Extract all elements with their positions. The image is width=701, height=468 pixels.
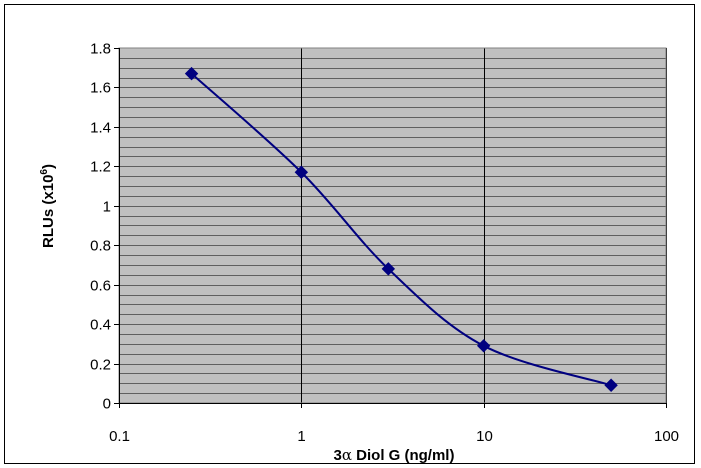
y-axis-title-superscript: 6 xyxy=(39,169,50,175)
x-axis-ticks: 0.1 1 10 100 xyxy=(109,403,679,445)
x-axis-title-suffix: Diol G (ng/ml) xyxy=(352,447,455,464)
data-point-marker xyxy=(184,66,199,81)
x-tick-label: 0.1 xyxy=(109,428,130,445)
y-tick-label: 0.6 xyxy=(90,278,111,295)
y-tick-label: 1.8 xyxy=(90,41,111,58)
x-axis-title-greek: α xyxy=(342,446,352,464)
y-axis-title-base: RLUs (x10 xyxy=(40,175,57,248)
data-point-marker xyxy=(604,378,618,392)
axes xyxy=(119,48,666,404)
y-tick-label: 1 xyxy=(103,199,111,216)
chart-frame: 0 0.2 0.4 0.6 0.8 1 1.2 1.4 1.6 1.8 0.1 1 10 100 RLU… xyxy=(4,4,695,464)
y-axis-title: RLUs (x106) xyxy=(39,164,57,248)
data-point-marker xyxy=(381,262,396,276)
x-tick-label: 100 xyxy=(654,428,679,445)
y-tick-label: 0 xyxy=(103,396,111,413)
x-tick-label: 1 xyxy=(297,428,305,445)
y-tick-label: 1.2 xyxy=(90,159,111,176)
data-point-marker xyxy=(294,165,309,179)
y-axis-ticks: 0 0.2 0.4 0.6 0.8 1 1.2 1.4 1.6 1.8 xyxy=(90,41,119,413)
x-axis-title-prefix: 3 xyxy=(334,447,342,464)
y-tick-label: 1.6 xyxy=(90,80,111,97)
minor-gridlines xyxy=(119,58,666,394)
y-axis-title-close: ) xyxy=(40,164,57,169)
series-markers xyxy=(184,66,618,392)
data-point-marker xyxy=(476,339,491,353)
x-axis-title: 3α Diol G (ng/ml) xyxy=(334,446,455,464)
y-tick-label: 0.4 xyxy=(90,317,111,334)
y-tick-label: 0.2 xyxy=(90,357,111,374)
y-tick-label: 1.4 xyxy=(90,120,111,137)
y-tick-label: 0.8 xyxy=(90,238,111,255)
chart-svg: 0 0.2 0.4 0.6 0.8 1 1.2 1.4 1.6 1.8 0.1 1 10 100 RLU… xyxy=(39,41,679,465)
x-tick-label: 10 xyxy=(476,428,493,445)
